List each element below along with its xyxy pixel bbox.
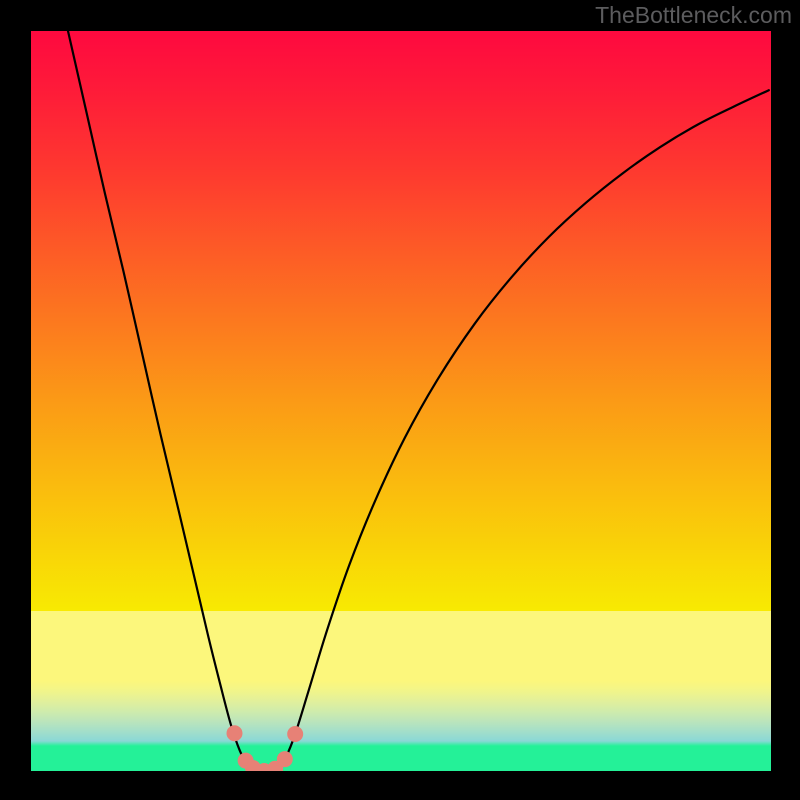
watermark-text: TheBottleneck.com (595, 2, 792, 29)
marker-point (277, 752, 292, 767)
marker-point (227, 726, 242, 741)
plot-background (31, 31, 771, 771)
marker-point (288, 727, 303, 742)
bottleneck-chart (0, 0, 800, 800)
